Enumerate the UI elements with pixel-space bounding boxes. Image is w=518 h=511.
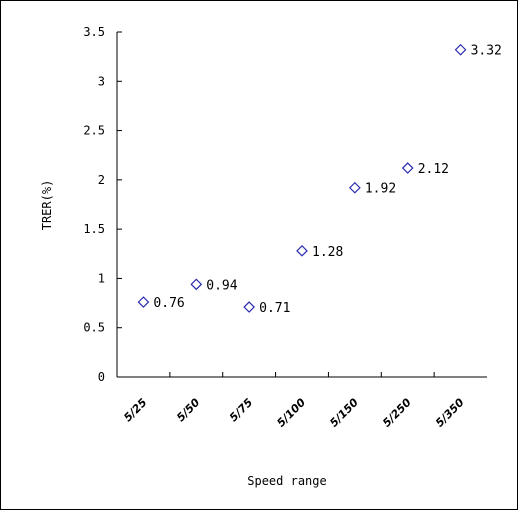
- data-label: 0.76: [153, 296, 184, 311]
- x-tick-label: 5/75: [227, 396, 256, 425]
- y-tick-label: 1: [98, 271, 105, 285]
- y-tick-label: 0: [98, 370, 105, 384]
- data-point: [243, 301, 255, 313]
- y-tick-label: 0.5: [83, 321, 105, 335]
- y-tick-label: 2: [98, 173, 105, 187]
- data-label: 2.12: [418, 162, 449, 177]
- data-label: 1.28: [312, 245, 343, 260]
- x-tick-label: 5/150: [327, 396, 361, 430]
- data-point: [454, 43, 467, 56]
- x-tick-label: 5/100: [274, 396, 308, 430]
- data-label: 1.92: [365, 182, 396, 197]
- y-tick-label: 1.5: [83, 222, 105, 236]
- data-label: 0.94: [206, 278, 237, 293]
- x-tick-label: 5/25: [121, 396, 150, 425]
- data-label: 3.32: [471, 44, 502, 59]
- y-tick-label: 2.5: [83, 124, 105, 138]
- x-tick-label: 5/350: [433, 396, 467, 430]
- data-point: [349, 181, 361, 194]
- y-tick-label: 3.5: [83, 25, 105, 39]
- y-tick-label: 3: [98, 74, 105, 88]
- y-axis-title: TRER(%): [40, 180, 54, 231]
- data-point: [137, 296, 150, 308]
- data-point: [296, 244, 308, 257]
- data-label: 0.71: [259, 301, 290, 316]
- x-tick-label: 5/50: [174, 396, 203, 425]
- x-tick-label: 5/250: [380, 396, 414, 430]
- data-point: [190, 278, 203, 291]
- data-point: [401, 162, 414, 174]
- x-axis-title: Speed range: [247, 474, 326, 488]
